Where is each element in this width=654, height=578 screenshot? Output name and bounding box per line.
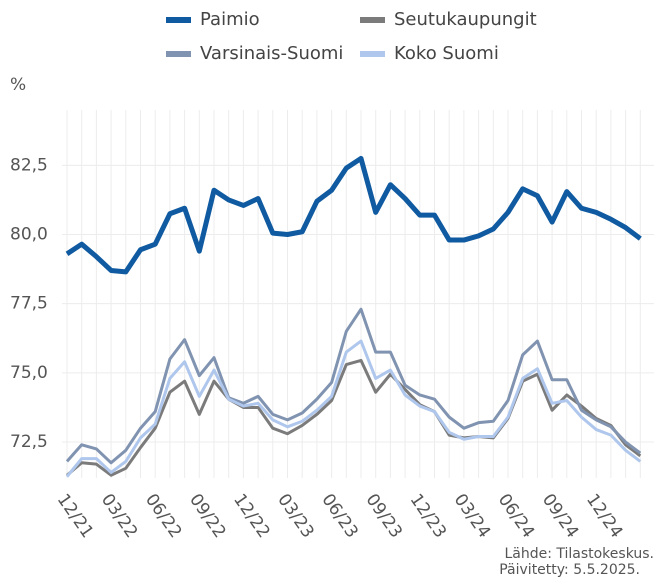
- series-line: [65, 339, 642, 478]
- x-tick-label: 03/23: [273, 490, 317, 542]
- x-tick-label: 03/24: [450, 490, 494, 542]
- x-tick-label: 09/23: [362, 490, 406, 542]
- x-tick-label: 09/24: [538, 490, 582, 542]
- x-tick-label: 12/22: [229, 490, 273, 542]
- legend-label: Varsinais-Suomi: [200, 43, 343, 64]
- x-tick-label: 12/23: [406, 490, 450, 542]
- legend-label: Seutukaupungit: [394, 9, 537, 30]
- x-tick-label: 06/24: [494, 490, 538, 542]
- legend-label: Koko Suomi: [394, 43, 499, 64]
- y-axis-label: %: [10, 75, 26, 95]
- legend-label: Paimio: [200, 9, 260, 30]
- y-tick-label: 72,5: [10, 432, 48, 452]
- x-tick-label: 03/22: [97, 490, 141, 542]
- y-tick-label: 75,0: [10, 363, 48, 383]
- x-tick-label: 12/24: [582, 490, 626, 542]
- x-tick-label: 06/23: [317, 490, 361, 542]
- series-line: [65, 307, 642, 465]
- series-line: [65, 155, 642, 275]
- y-tick-label: 80,0: [10, 225, 48, 245]
- updated: Päivitetty: 5.5.2025.: [499, 562, 640, 578]
- y-tick-label: 77,5: [10, 294, 48, 314]
- x-tick-label: 09/22: [185, 490, 229, 542]
- y-tick-label: 82,5: [10, 155, 48, 175]
- series-line: [66, 358, 642, 477]
- x-tick-label: 06/22: [141, 490, 185, 542]
- x-tick-label: 12/21: [53, 490, 97, 542]
- source: Lähde: Tilastokeskus.: [504, 546, 654, 562]
